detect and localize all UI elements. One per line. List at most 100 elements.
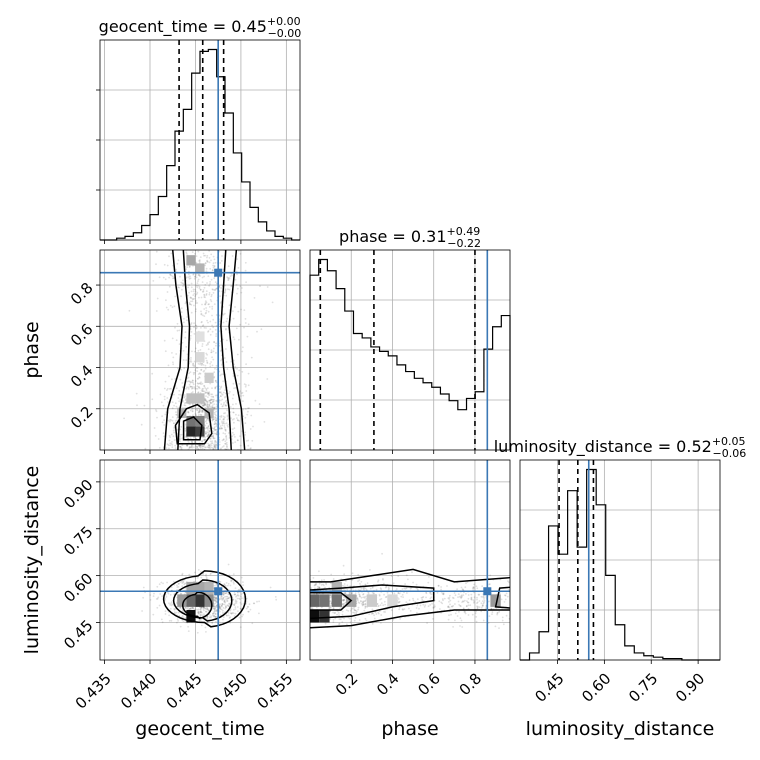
sample-point xyxy=(461,588,464,591)
sample-point xyxy=(189,371,192,373)
sample-point xyxy=(215,598,218,600)
sample-point xyxy=(187,625,190,628)
sample-point xyxy=(206,431,208,433)
sample-point xyxy=(194,324,197,327)
sample-point xyxy=(201,281,204,283)
sample-point xyxy=(447,606,449,608)
sample-point xyxy=(185,252,188,255)
sample-point xyxy=(201,614,203,616)
sample-point xyxy=(232,336,235,339)
sample-point xyxy=(191,410,194,412)
sample-point xyxy=(371,586,374,589)
sample-point xyxy=(182,359,185,361)
sample-point xyxy=(226,276,229,278)
sample-point xyxy=(202,387,205,390)
sample-point xyxy=(188,303,191,306)
sample-point xyxy=(194,608,197,611)
sample-point xyxy=(189,360,192,363)
sample-point xyxy=(201,411,204,414)
sample-point xyxy=(360,603,363,605)
sample-point xyxy=(183,317,185,320)
histogram-luminosity_distance xyxy=(520,468,720,661)
sample-point xyxy=(202,439,205,441)
sample-point xyxy=(213,427,216,430)
sample-point xyxy=(203,294,206,297)
sample-point xyxy=(193,322,196,325)
sample-point xyxy=(481,585,484,588)
sample-point xyxy=(401,594,404,596)
sample-point xyxy=(190,608,192,610)
sample-point xyxy=(222,432,225,434)
sample-point xyxy=(221,597,224,600)
sample-point xyxy=(191,445,193,447)
sample-point xyxy=(211,404,214,407)
sample-point xyxy=(201,409,204,412)
sample-point xyxy=(204,387,207,389)
sample-point xyxy=(214,606,217,608)
sample-point xyxy=(221,405,224,408)
sample-point xyxy=(191,410,194,413)
sample-point xyxy=(215,333,218,335)
sample-point xyxy=(212,264,214,267)
sample-point xyxy=(235,602,238,604)
sample-point xyxy=(458,595,461,598)
sample-point xyxy=(359,600,362,602)
sample-point xyxy=(244,385,247,388)
sample-point xyxy=(209,365,212,368)
sample-point xyxy=(210,616,212,619)
sample-point xyxy=(123,417,125,420)
sample-point xyxy=(173,608,176,611)
sample-point xyxy=(222,609,224,612)
sample-point xyxy=(165,299,167,302)
sample-point xyxy=(218,607,221,610)
sample-point xyxy=(234,387,237,389)
sample-point xyxy=(472,586,475,589)
sample-point xyxy=(238,338,240,341)
sample-point xyxy=(223,417,225,420)
sample-point xyxy=(240,291,243,294)
sample-point xyxy=(205,606,208,609)
sample-point xyxy=(237,310,240,313)
sample-point xyxy=(200,362,203,365)
sample-point xyxy=(200,607,203,609)
sample-point xyxy=(199,275,201,277)
sample-point xyxy=(206,282,208,284)
sample-point xyxy=(163,435,166,438)
sample-point xyxy=(184,621,187,624)
sample-point xyxy=(208,303,210,305)
sample-point xyxy=(241,287,243,289)
sample-point xyxy=(213,428,215,430)
sample-point xyxy=(197,362,200,365)
sample-point xyxy=(240,607,242,610)
sample-point xyxy=(362,600,364,603)
sample-point xyxy=(357,608,360,611)
sample-point xyxy=(214,387,217,390)
sample-point xyxy=(185,346,188,348)
x-tick-label: 0.45 xyxy=(531,670,567,706)
sample-point xyxy=(207,321,209,324)
sample-point xyxy=(201,276,204,279)
sample-point xyxy=(196,302,199,304)
sample-point xyxy=(227,265,230,268)
sample-point xyxy=(229,406,232,408)
sample-point xyxy=(214,440,217,442)
sample-point xyxy=(206,361,209,364)
sample-point xyxy=(210,444,213,447)
sample-point xyxy=(223,601,226,603)
sample-point xyxy=(364,599,367,602)
sample-point xyxy=(490,607,493,610)
sample-point xyxy=(227,611,230,614)
sample-point xyxy=(237,439,239,442)
sample-point xyxy=(215,598,218,600)
sample-point xyxy=(189,403,192,406)
sample-point xyxy=(425,596,427,599)
sample-point xyxy=(226,445,228,448)
sample-point xyxy=(200,409,203,412)
sample-point xyxy=(419,604,422,607)
sample-point xyxy=(220,447,223,450)
sample-point xyxy=(171,419,174,422)
sample-point xyxy=(383,593,385,596)
sample-point xyxy=(274,596,277,598)
sample-point xyxy=(207,442,210,445)
sample-point xyxy=(193,277,196,280)
